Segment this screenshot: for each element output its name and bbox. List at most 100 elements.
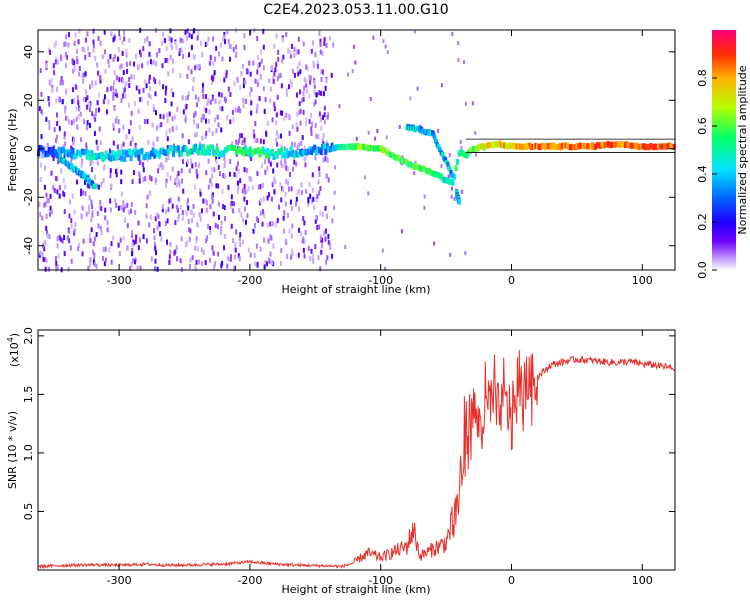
noise-cell: [308, 181, 311, 187]
ridge-cell: [661, 143, 665, 150]
noise-cell: [110, 259, 113, 265]
ridge-cell: [99, 151, 103, 158]
ridge-cell: [451, 179, 455, 186]
noise-cell: [175, 245, 178, 251]
ridge-cell: [137, 154, 141, 161]
ridge-cell: [228, 145, 232, 152]
ridge-cell: [128, 148, 132, 155]
noise-cell: [323, 37, 326, 43]
ridge-cell: [641, 143, 645, 150]
noise-cell: [325, 173, 328, 179]
noise-cell: [158, 221, 161, 227]
noise-cell: [131, 251, 134, 257]
noise-cell: [91, 82, 94, 88]
ridge-cell: [576, 143, 580, 150]
noise-cell: [226, 263, 229, 269]
noise-cell: [351, 69, 354, 74]
ridge-cell: [656, 143, 660, 150]
noise-cell: [244, 189, 247, 195]
noise-cell: [263, 159, 266, 165]
noise-cell: [195, 235, 198, 241]
noise-cell: [295, 92, 298, 98]
noise-cell: [288, 113, 291, 119]
ridge-cell: [490, 141, 494, 148]
branch-cell: [433, 135, 437, 141]
noise-cell: [75, 56, 78, 62]
noise-cell: [88, 51, 91, 57]
spectrogram-x-tick-label: -300: [107, 274, 132, 287]
noise-cell: [352, 44, 355, 49]
noise-cell: [181, 95, 184, 101]
noise-cell: [93, 236, 96, 242]
noise-cell: [89, 261, 92, 267]
noise-cell: [166, 112, 169, 118]
ridge-cell: [291, 151, 295, 158]
noise-cell: [212, 36, 215, 42]
noise-cell: [199, 40, 202, 46]
noise-cell: [245, 68, 248, 74]
noise-cell: [185, 96, 188, 102]
noise-cell: [217, 251, 220, 257]
noise-cell: [96, 160, 99, 166]
noise-cell: [193, 54, 196, 60]
noise-cell: [142, 234, 145, 240]
noise-cell: [234, 247, 237, 253]
noise-cell: [202, 93, 205, 99]
noise-cell: [212, 250, 215, 256]
noise-cell: [448, 153, 451, 158]
ridge-cell: [201, 143, 205, 150]
noise-cell: [242, 103, 245, 109]
noise-cell: [329, 35, 332, 41]
noise-cell: [300, 182, 303, 188]
noise-cell: [215, 156, 218, 162]
noise-cell: [291, 166, 294, 172]
noise-cell: [149, 85, 152, 91]
noise-cell: [108, 63, 111, 69]
noise-cell: [314, 122, 317, 128]
noise-cell: [147, 140, 150, 146]
noise-cell: [161, 63, 164, 69]
noise-cell: [295, 161, 298, 167]
noise-cell: [138, 237, 141, 243]
noise-cell: [85, 146, 88, 152]
noise-cell: [296, 111, 299, 117]
noise-cell: [115, 172, 118, 178]
ridge-cell: [341, 143, 345, 150]
noise-cell: [162, 114, 165, 120]
noise-cell: [321, 211, 324, 217]
ridge-cell: [539, 143, 543, 150]
noise-cell: [131, 229, 134, 235]
noise-cell: [90, 167, 93, 173]
ridge-cell: [558, 143, 562, 150]
noise-cell: [84, 54, 87, 60]
noise-cell: [73, 209, 76, 215]
noise-cell: [120, 179, 123, 185]
ridge-cell: [416, 164, 420, 171]
ridge-cell: [476, 144, 480, 151]
ridge-cell: [159, 148, 163, 155]
noise-cell: [174, 220, 177, 226]
noise-cell: [457, 41, 460, 46]
noise-cell: [164, 221, 167, 227]
noise-cell: [115, 202, 118, 208]
noise-cell: [73, 137, 76, 143]
ridge-cell: [223, 147, 227, 154]
noise-cell: [321, 51, 324, 57]
ridge-cell: [594, 143, 598, 150]
noise-cell: [92, 28, 95, 34]
noise-cell: [68, 213, 71, 219]
noise-cell: [119, 35, 122, 41]
noise-cell: [191, 163, 194, 169]
noise-cell: [221, 106, 224, 112]
noise-cell: [239, 178, 242, 184]
branch-cell: [457, 199, 461, 205]
noise-cell: [128, 83, 131, 89]
ridge-cell: [57, 146, 61, 153]
noise-cell: [85, 211, 88, 217]
noise-cell: [102, 246, 105, 252]
ridge-cell: [639, 143, 643, 150]
noise-cell: [238, 138, 241, 144]
noise-cell: [142, 87, 145, 93]
noise-cell: [450, 186, 453, 191]
ridge-cell: [391, 152, 395, 159]
